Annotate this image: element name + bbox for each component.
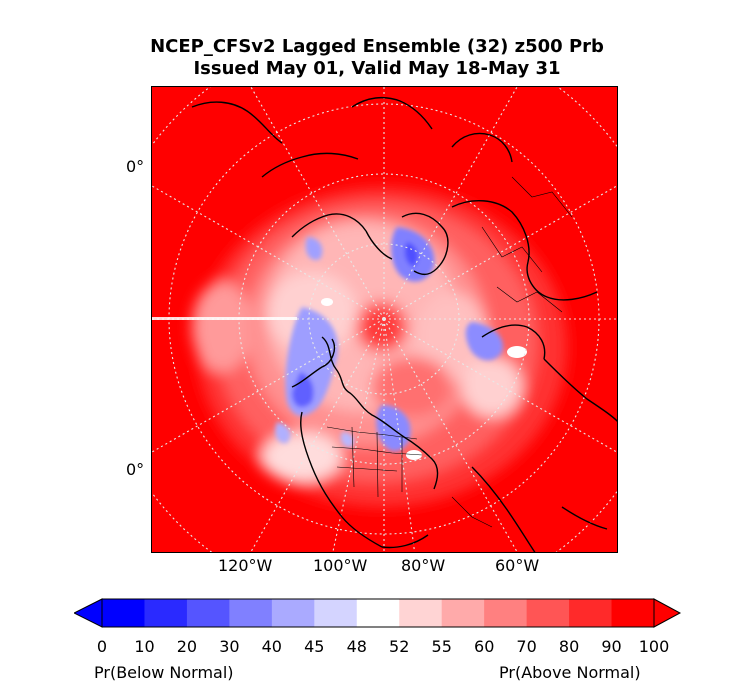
colorbar-tick-label: 80 (558, 637, 580, 656)
map-title-line-2: Issued May 01, Valid May 18-May 31 (193, 58, 561, 79)
colorbar-segment (102, 599, 145, 627)
colorbar-segment (611, 599, 655, 627)
colorbar-segment (229, 599, 273, 627)
colorbar-tick-label: 100 (638, 637, 670, 656)
colorbar-extend-max (653, 598, 682, 628)
colorbar-tick-label: 52 (389, 637, 410, 656)
longitude-label-80w: 80°W (401, 556, 446, 575)
colorbar-tick-label: 90 (601, 637, 622, 656)
colorbar-tick-label: 0 (96, 637, 108, 656)
longitude-label-120w: 120°W (218, 556, 273, 575)
colorbar-tick-label: 30 (219, 637, 240, 656)
colorbar-tick-label: 60 (474, 637, 495, 656)
colorbar-tick-label: 40 (261, 637, 282, 656)
colorbar-segment (484, 599, 528, 627)
latitude-label-lower: 0° (126, 460, 145, 479)
colorbar-tick-label: 45 (304, 637, 325, 656)
colorbar-outline (101, 598, 655, 628)
colorbar-segment (526, 599, 570, 627)
colorbar-extend-min (74, 598, 103, 628)
colorbar-tick-label: 70 (516, 637, 537, 656)
below-normal-label: Pr(Below Normal) (94, 663, 234, 682)
colorbar-segment (356, 599, 400, 627)
colorbar-segment (399, 599, 443, 627)
colorbar-segment (144, 599, 188, 627)
colorbar-segment (271, 599, 315, 627)
colorbar-tick-label: 10 (134, 637, 155, 656)
near-normal-patches (321, 298, 527, 460)
above-normal-label: Pr(Above Normal) (499, 663, 641, 682)
coastlines (191, 96, 617, 552)
below-normal-shading (275, 227, 503, 452)
colorbar-segment (314, 599, 358, 627)
colorbar-tick-label: 20 (176, 637, 198, 656)
latitude-label-upper: 0° (126, 157, 145, 176)
colorbar (74, 598, 682, 628)
colorbar-segment (441, 599, 485, 627)
longitude-label-60w: 60°W (495, 556, 540, 575)
colorbar-tick-label: 48 (346, 637, 367, 656)
political-boundaries (326, 176, 573, 528)
probability-map (151, 86, 618, 553)
dateline-seam (152, 317, 297, 320)
colorbar-segment (186, 599, 230, 627)
above-normal-shading (192, 187, 567, 507)
map-canvas (152, 87, 617, 552)
longitude-label-100w: 100°W (313, 556, 368, 575)
map-title-line-1: NCEP_CFSv2 Lagged Ensemble (32) z500 Prb (150, 36, 604, 57)
colorbar-segment (569, 599, 613, 627)
colorbar-segments (102, 599, 655, 627)
colorbar-tick-label: 55 (431, 637, 452, 656)
